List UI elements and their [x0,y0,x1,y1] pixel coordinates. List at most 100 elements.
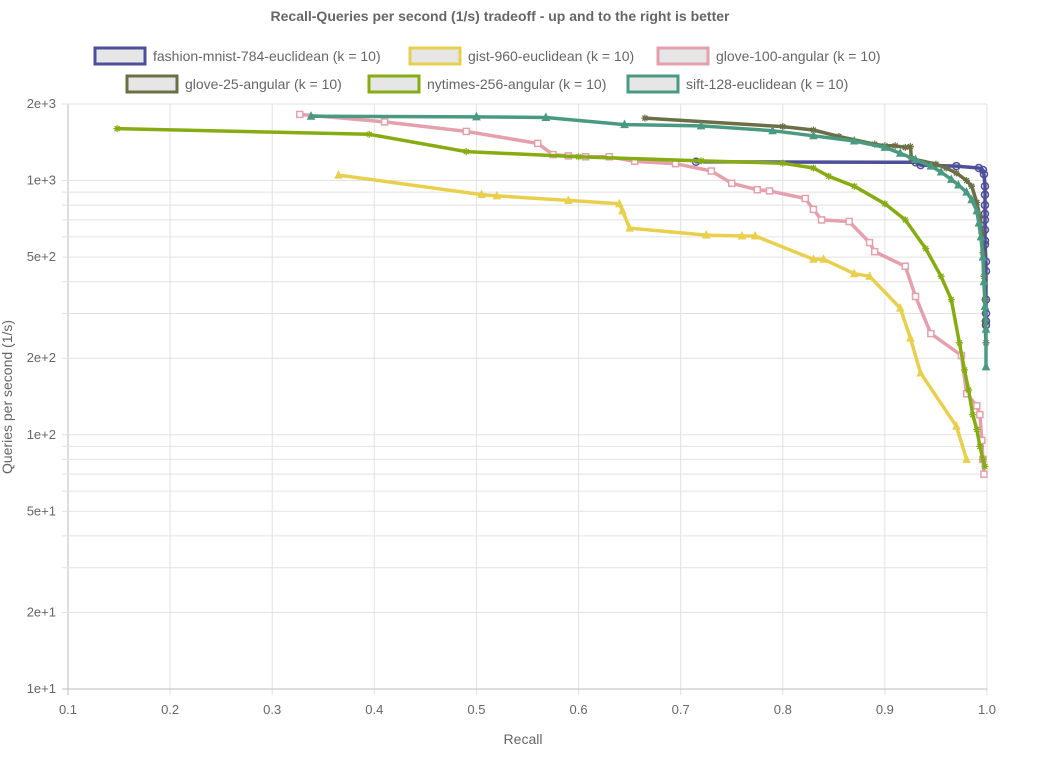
data-point [865,271,874,280]
data-point [936,166,946,176]
data-point [779,159,787,167]
series-glove-100-angular [296,110,988,478]
data-point [981,324,991,333]
y-axis-title: Queries per second (1/s) [0,320,15,474]
data-point [881,200,889,208]
data-point [979,169,989,179]
y-tick-label: 2e+1 [27,604,56,619]
data-point [980,209,990,219]
data-point [932,160,940,168]
data-point [976,442,984,450]
data-point [947,296,955,304]
data-point [880,142,890,151]
legend-label: sift-128-euclidean (k = 10) [686,76,848,92]
data-point [727,179,736,188]
data-point [306,111,316,120]
x-tick-label: 0.3 [263,702,281,717]
data-point [380,118,389,126]
data-point [768,125,777,135]
series-line [115,126,987,469]
legend-item: nytimes-256-angular (k = 10) [367,74,606,94]
data-point [801,194,809,203]
data-point [615,198,624,208]
data-point [809,205,818,214]
data-point [974,217,984,227]
legend-label: glove-25-angular (k = 10) [185,76,342,92]
y-tick-label: 1e+2 [27,427,56,442]
data-point [979,276,989,286]
data-point [906,332,915,342]
data-point [618,205,627,215]
data-point [296,110,304,119]
legend-swatch [125,74,179,94]
y-tick-label: 5e+2 [27,249,56,264]
data-point [737,230,747,240]
data-point [809,126,817,134]
data-point [978,165,988,175]
data-point [926,160,936,170]
data-point [809,164,817,172]
data-point [937,272,945,280]
x-tick-label: 0.7 [672,702,690,717]
data-point [696,120,706,130]
x-tick-label: 0.5 [467,702,485,717]
series-line [336,173,969,462]
data-point [492,190,502,200]
data-point [952,421,961,430]
data-point [963,177,971,185]
x-tick-label: 0.8 [774,702,792,717]
x-tick-label: 1.0 [978,702,996,717]
y-axis-ticks: 2e+3 1e+3 5e+2 2e+2 1e+2 5e+1 2e+1 1e+1 [27,96,56,696]
legend-item: glove-25-angular (k = 10) [125,74,342,94]
data-point [870,247,879,256]
data-point [533,139,542,148]
legend-label: fashion-mnist-784-euclidean (k = 10) [153,48,381,64]
legend-item: fashion-mnist-784-euclidean (k = 10) [93,46,381,66]
data-point [365,130,373,138]
series-line [298,112,986,476]
data-point [916,367,925,377]
data-point [845,217,853,226]
x-tick-label: 0.6 [570,702,588,717]
series-layer [113,110,991,478]
data-point [911,292,920,301]
y-tick-label: 1e+1 [27,681,56,696]
data-point [962,454,971,463]
data-point [973,402,981,410]
data-point [865,238,874,247]
x-tick-label: 0.1 [59,702,77,717]
legend-label: gist-960-euclidean (k = 10) [468,48,634,64]
series-nytimes-256-angular [113,125,989,471]
x-tick-label: 0.2 [161,702,179,717]
data-point [976,231,986,241]
data-point [976,410,984,419]
data-point [927,329,935,338]
data-point [620,119,629,129]
x-tick-label: 0.4 [365,702,383,717]
data-point [541,112,551,121]
legend-item: glove-100-angular (k = 10) [656,46,881,66]
grid-layer [62,103,988,695]
data-point [979,455,987,463]
data-point [955,339,963,347]
data-point [967,194,976,204]
legend-label: nytimes-256-angular (k = 10) [427,76,606,92]
series-gist-960-euclidean [334,170,971,463]
y-tick-label: 5e+1 [27,503,56,518]
legend-swatch [93,46,147,66]
series-glove-25-angular [641,114,990,347]
data-point [779,123,787,131]
legend-item: gist-960-euclidean (k = 10) [408,46,634,66]
data-point [973,198,981,206]
data-point [809,130,818,140]
data-point [477,189,486,199]
data-point [472,111,481,121]
data-point [980,181,990,191]
data-point [962,187,971,196]
data-point [942,164,950,172]
y-tick-label: 2e+3 [27,96,56,111]
data-point [895,148,905,157]
legend-swatch [367,74,421,94]
legend-item: sift-128-euclidean (k = 10) [626,74,848,94]
